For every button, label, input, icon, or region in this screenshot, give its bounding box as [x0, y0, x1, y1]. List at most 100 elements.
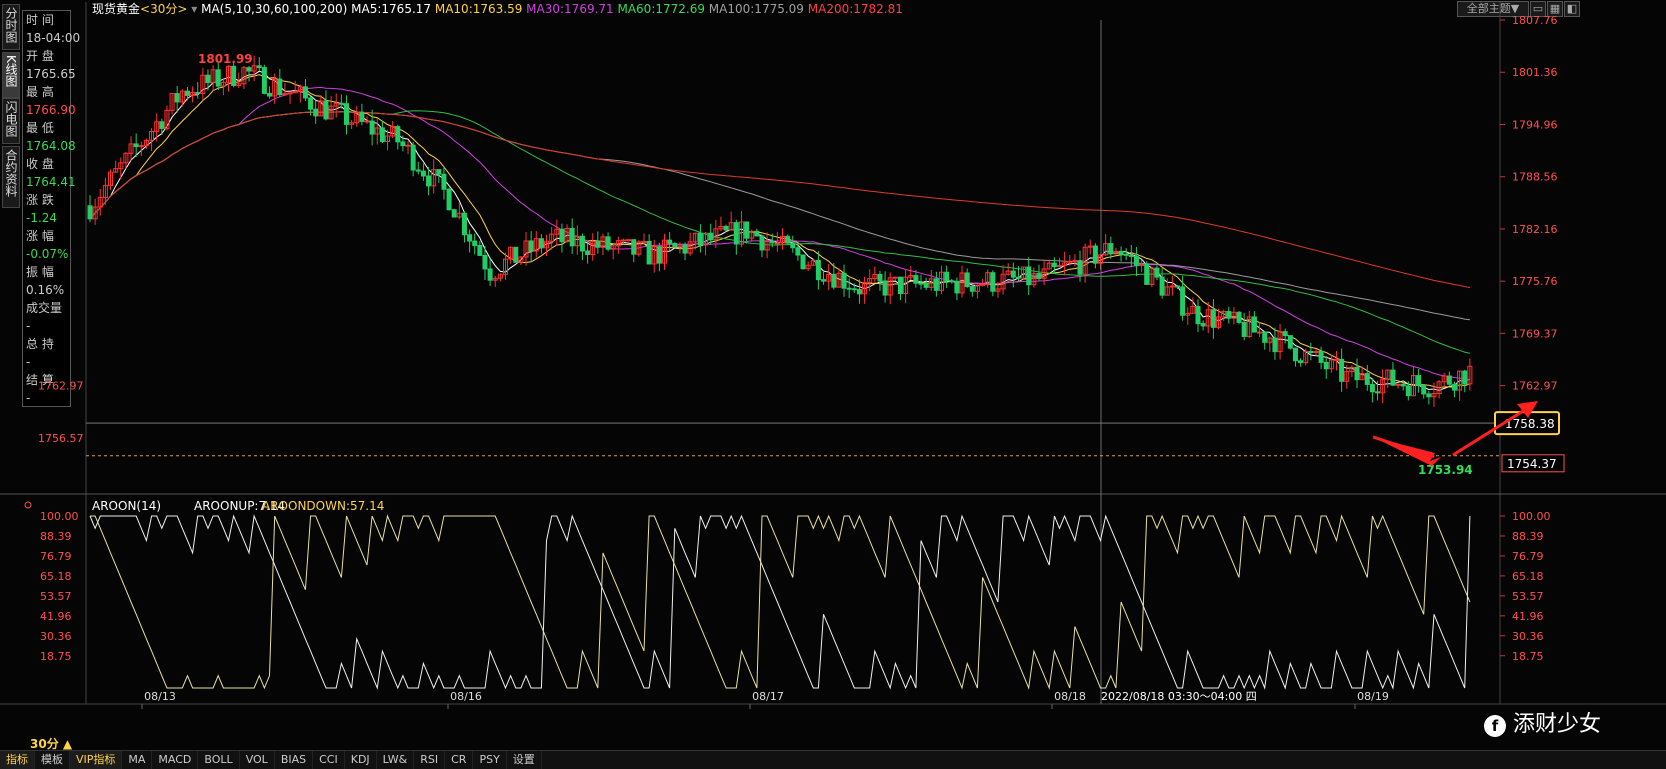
- candle-body: [769, 240, 775, 244]
- restore-icon[interactable]: ▭: [1530, 1, 1546, 17]
- aroon-right-tick: 76.79: [1512, 550, 1544, 563]
- candle-body: [1251, 316, 1257, 333]
- info-label: 成交量: [26, 301, 63, 315]
- info-value: -0.07%: [26, 247, 69, 261]
- period-label[interactable]: <30分>: [140, 2, 188, 16]
- candle-body: [677, 244, 683, 248]
- ma-values: MA5:1765.17 MA10:1763.59 MA30:1769.71 MA…: [351, 2, 903, 16]
- date-label: 08/16: [450, 690, 482, 703]
- indicator-tab[interactable]: KDJ: [345, 751, 377, 769]
- candle-body: [1123, 253, 1129, 256]
- info-value: 1764.41: [26, 175, 76, 189]
- indicator-tab[interactable]: CR: [445, 751, 474, 769]
- tab-flash[interactable]: 闪电图: [2, 98, 20, 144]
- candle-body: [97, 197, 103, 208]
- candle-body: [1200, 323, 1206, 327]
- price-tick-label: 1801.36: [1512, 66, 1558, 79]
- candle-body: [708, 232, 714, 241]
- candle-body: [667, 239, 673, 244]
- aroon-left-tick: 30.36: [40, 630, 72, 643]
- info-label: 涨 跌: [26, 193, 54, 207]
- grid-icon[interactable]: ▦: [1547, 1, 1563, 17]
- watermark: f 添财少女: [1484, 706, 1601, 738]
- indicator-tab[interactable]: PSY: [473, 751, 507, 769]
- candle-body: [1000, 273, 1006, 290]
- tab-intraday[interactable]: 分时图: [2, 4, 20, 50]
- candle-body: [1051, 262, 1057, 268]
- aroon-left-tick: 41.96: [40, 610, 72, 623]
- candle-body: [949, 280, 955, 283]
- period-button[interactable]: 30分 ▲: [30, 737, 73, 751]
- indicator-tab[interactable]: BIAS: [275, 751, 314, 769]
- candle-body: [441, 173, 447, 190]
- candle-body: [195, 91, 201, 94]
- candle-body: [405, 144, 411, 147]
- indicator-tab[interactable]: LW&: [377, 751, 415, 769]
- candle-body: [1395, 383, 1401, 386]
- candle-body: [928, 278, 934, 288]
- tab-contract-info[interactable]: 合约资料: [2, 146, 20, 208]
- candle-body: [1431, 393, 1437, 398]
- tab-kline[interactable]: K线图: [2, 52, 20, 98]
- candle-body: [631, 239, 637, 255]
- info-label: 涨 幅: [26, 229, 54, 243]
- candle-body: [974, 284, 980, 292]
- candle-body: [323, 100, 329, 120]
- candle-body: [662, 239, 668, 264]
- candle-body: [431, 169, 437, 187]
- indicator-tab[interactable]: 指标: [0, 751, 35, 769]
- candle-body: [128, 143, 134, 154]
- candle-body: [1318, 350, 1324, 363]
- candle-body: [1349, 366, 1355, 373]
- candle-body: [1380, 378, 1386, 394]
- candle-body: [400, 141, 406, 147]
- info-value: -: [26, 355, 31, 369]
- candle-body: [1057, 265, 1062, 268]
- indicator-tab[interactable]: MACD: [152, 751, 199, 769]
- candle-body: [836, 272, 842, 288]
- bar-info-panel: 时 间 18-04:00 开 盘 1765.65 最 高 1766.90 最 低 1764.0…: [22, 10, 80, 407]
- theme-select[interactable]: 全部主题▼: [1457, 1, 1529, 17]
- ma-value: MA60:1772.69: [617, 2, 709, 16]
- aroon-down-line: [90, 514, 1471, 690]
- candle-body: [641, 240, 647, 243]
- indicator-tab[interactable]: RSI: [414, 751, 446, 769]
- candle-body: [503, 258, 508, 275]
- candle-body: [805, 264, 811, 270]
- candle-body: [826, 273, 832, 282]
- candle-body: [143, 139, 149, 147]
- indicator-tab[interactable]: MA: [122, 751, 153, 769]
- candle-body: [1257, 331, 1263, 334]
- indicator-tab[interactable]: BOLL: [198, 751, 240, 769]
- candle-body: [256, 65, 262, 69]
- candle-body: [1416, 375, 1422, 386]
- candle-body: [749, 230, 755, 239]
- candle-body: [102, 185, 108, 199]
- collapse-icon[interactable]: ◧: [1564, 1, 1580, 17]
- candle-body: [287, 92, 293, 95]
- candle-body: [774, 242, 780, 245]
- candle-body: [1210, 309, 1216, 328]
- candle-body: [1036, 273, 1042, 279]
- indicator-tab[interactable]: VOL: [240, 751, 275, 769]
- candle-body: [1149, 267, 1155, 285]
- indicator-tab[interactable]: 模板: [35, 751, 70, 769]
- candle-body: [415, 169, 421, 172]
- aroon-left-tick: 76.79: [40, 550, 72, 563]
- aroon-right-tick: 65.18: [1512, 570, 1544, 583]
- aroon-right-tick: 53.57: [1512, 590, 1544, 603]
- candle-body: [1451, 383, 1457, 391]
- candle-body: [1328, 359, 1334, 370]
- indicator-tab[interactable]: 设置: [507, 751, 542, 769]
- candle-body: [851, 288, 857, 291]
- indicator-tab[interactable]: VIP指标: [70, 751, 123, 769]
- indicator-tab[interactable]: CCI: [313, 751, 345, 769]
- ma200-line: [89, 111, 1470, 288]
- dropdown-icon[interactable]: ▾: [191, 2, 198, 16]
- indicator-tab-bar: 指标 模板 VIP指标 MA MACD BOLL VOL BIAS CCI KDJ LW& RSI CR…: [0, 750, 1666, 769]
- candle-body: [1195, 305, 1201, 325]
- candle-body: [559, 228, 565, 243]
- info-label: 总 持: [26, 337, 54, 351]
- last-price-box: [1501, 454, 1565, 473]
